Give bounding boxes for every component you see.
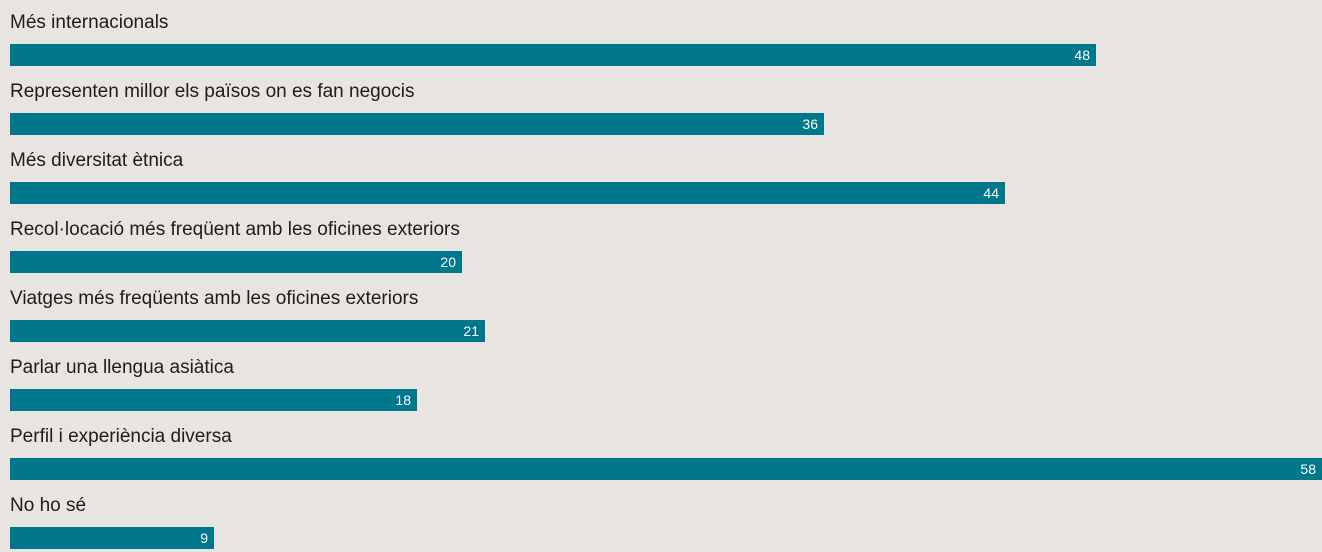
bar: 58 — [10, 458, 1322, 480]
bar-row: No ho sé 9 — [0, 483, 1322, 552]
bar: 20 — [10, 251, 462, 273]
bar: 9 — [10, 527, 214, 549]
bar: 44 — [10, 182, 1005, 204]
category-label: Més internacionals — [10, 12, 169, 33]
bar: 21 — [10, 320, 485, 342]
bar-value-label: 58 — [1300, 461, 1316, 477]
bar-value-label: 21 — [463, 323, 479, 339]
bar-row: Viatges més freqüents amb les oficines e… — [0, 276, 1322, 345]
category-label: Viatges més freqüents amb les oficines e… — [10, 288, 419, 309]
category-label: Representen millor els països on es fan … — [10, 81, 415, 102]
bar-value-label: 36 — [802, 116, 818, 132]
bar-row: Més internacionals 48 — [0, 0, 1322, 69]
bar-value-label: 9 — [200, 530, 208, 546]
bar-row: Recol·locació més freqüent amb les ofici… — [0, 207, 1322, 276]
category-label: Més diversitat ètnica — [10, 150, 184, 171]
bar: 18 — [10, 389, 417, 411]
bar-value-label: 48 — [1074, 47, 1090, 63]
bar: 36 — [10, 113, 824, 135]
bar-row: Representen millor els països on es fan … — [0, 69, 1322, 138]
bar-value-label: 18 — [395, 392, 411, 408]
bar: 48 — [10, 44, 1096, 66]
bar-row: Més diversitat ètnica 44 — [0, 138, 1322, 207]
category-label: Perfil i experiència diversa — [10, 426, 232, 447]
category-label: Recol·locació més freqüent amb les ofici… — [10, 219, 460, 240]
category-label: No ho sé — [10, 495, 87, 516]
category-label: Parlar una llengua asiàtica — [10, 357, 234, 378]
bar-row: Perfil i experiència diversa 58 — [0, 414, 1322, 483]
bar-row: Parlar una llengua asiàtica 18 — [0, 345, 1322, 414]
bar-value-label: 44 — [983, 185, 999, 201]
bar-value-label: 20 — [440, 254, 456, 270]
